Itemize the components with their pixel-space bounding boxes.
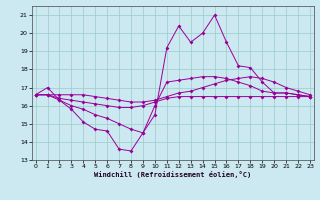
X-axis label: Windchill (Refroidissement éolien,°C): Windchill (Refroidissement éolien,°C) bbox=[94, 171, 252, 178]
